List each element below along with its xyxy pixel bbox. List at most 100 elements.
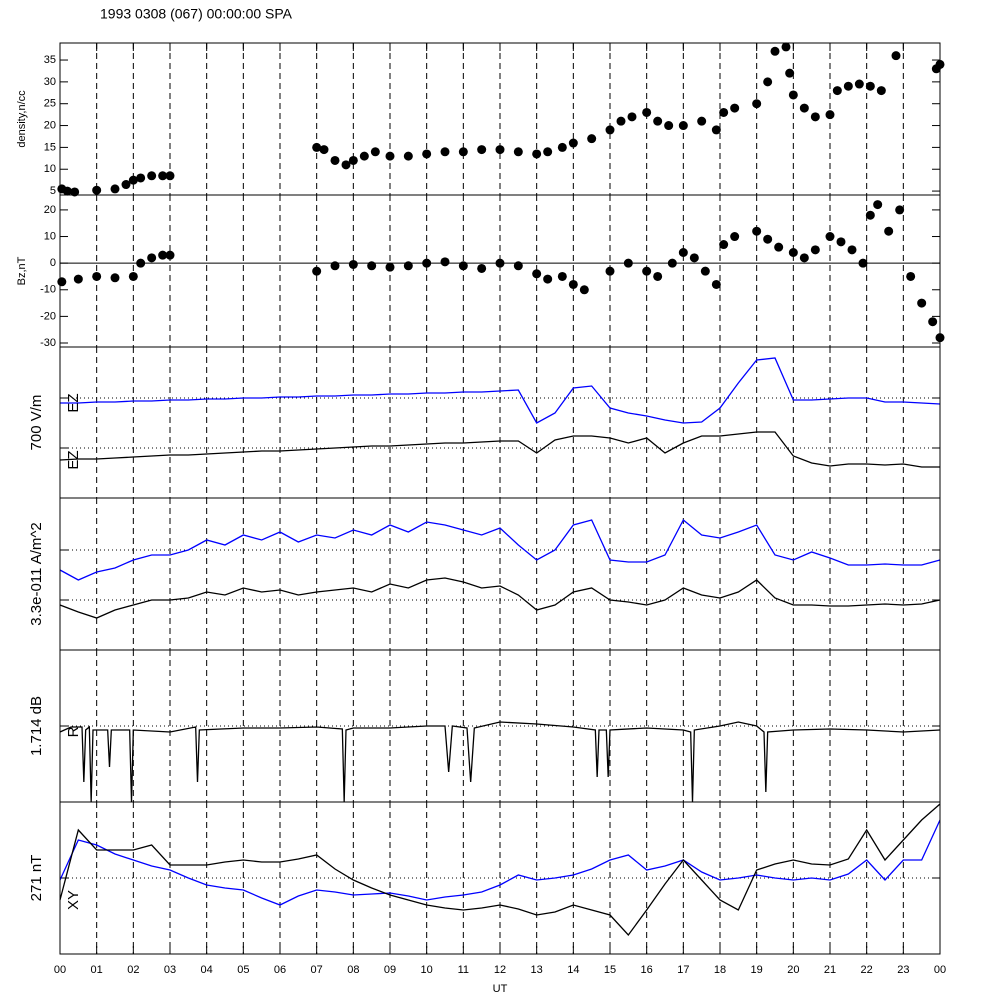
x-tick-label: 03 [164, 964, 176, 976]
data-point [876, 86, 886, 96]
data-point [605, 266, 615, 276]
data-line [59, 819, 941, 906]
series-label: R [65, 726, 82, 737]
data-point [854, 79, 864, 89]
data-line [60, 357, 941, 424]
data-line [59, 431, 940, 468]
data-point [543, 274, 553, 284]
data-point [348, 155, 358, 165]
data-point [367, 261, 377, 271]
data-point [312, 266, 322, 276]
data-point [440, 257, 450, 267]
data-point [799, 253, 809, 263]
x-tick-label: 19 [751, 964, 763, 976]
x-tick-label: 14 [567, 964, 579, 976]
data-point [730, 103, 740, 113]
y-tick-label: 30 [44, 76, 56, 88]
data-point [158, 171, 168, 181]
data-point [136, 258, 146, 268]
data-point [458, 261, 468, 271]
data-point [700, 266, 710, 276]
data-point [532, 269, 542, 279]
x-axis-label: UT [493, 983, 508, 995]
y-axis-label: 3.3e-011 A/m^2 [28, 522, 45, 626]
data-line [59, 803, 941, 937]
x-tick-label: 10 [421, 964, 433, 976]
y-axis-label: 700 V/m [28, 395, 45, 451]
data-point [128, 271, 138, 281]
data-point [513, 147, 523, 157]
y-tick-label: -20 [40, 310, 56, 322]
data-point [627, 112, 637, 122]
data-point [568, 138, 578, 148]
data-point [642, 107, 652, 117]
y-tick-label: 15 [44, 141, 56, 153]
data-point [458, 147, 468, 157]
data-point [477, 145, 487, 155]
data-point [370, 147, 380, 157]
x-tick-label: 04 [201, 964, 213, 976]
x-tick-label: 12 [494, 964, 506, 976]
data-point [422, 258, 432, 268]
data-point [752, 99, 762, 109]
data-point [136, 173, 146, 183]
data-point [359, 151, 369, 161]
y-tick-label: 25 [44, 98, 56, 110]
x-tick-label: 00 [934, 964, 946, 976]
data-point [774, 242, 784, 252]
data-point [810, 245, 820, 255]
x-tick-label: 00 [54, 964, 66, 976]
data-point [495, 145, 505, 155]
data-point [678, 121, 688, 131]
data-line [59, 518, 941, 581]
data-point [810, 112, 820, 122]
data-point [884, 226, 894, 236]
data-point [763, 77, 773, 87]
data-point [543, 147, 553, 157]
x-tick-label: 05 [237, 964, 249, 976]
data-point [587, 134, 597, 144]
data-point [385, 151, 395, 161]
data-point [678, 247, 688, 257]
y-tick-label: 10 [44, 163, 56, 175]
x-tick-label: 16 [641, 964, 653, 976]
data-point [403, 261, 413, 271]
data-point [312, 142, 322, 152]
data-point [330, 261, 340, 271]
data-point [165, 250, 175, 260]
data-point [440, 147, 450, 157]
x-tick-label: 23 [897, 964, 909, 976]
data-point [832, 86, 842, 96]
data-point [770, 46, 780, 56]
x-tick-label: 07 [311, 964, 323, 976]
data-point [847, 245, 857, 255]
data-point [719, 107, 729, 117]
series-label: XY [65, 890, 82, 910]
series-label: EZ [65, 450, 82, 469]
data-point [642, 266, 652, 276]
x-tick-label: 01 [91, 964, 103, 976]
x-tick-label: 13 [531, 964, 543, 976]
x-tick-label: 18 [714, 964, 726, 976]
data-point [785, 68, 795, 78]
y-tick-label: 0 [50, 257, 56, 269]
x-tick-label: 08 [347, 964, 359, 976]
data-point [110, 273, 120, 283]
y-axis-label: Bz,nT [16, 256, 28, 285]
y-tick-label: 10 [44, 230, 56, 242]
data-point [788, 90, 798, 100]
data-point [623, 258, 633, 268]
y-tick-label: 35 [44, 54, 56, 66]
data-point [917, 298, 927, 308]
y-tick-label: 5 [50, 185, 56, 197]
x-tick-label: 21 [824, 964, 836, 976]
data-point [730, 232, 740, 242]
y-tick-label: -30 [40, 337, 56, 349]
data-point [711, 125, 721, 135]
y-axis-label: 1.714 dB [28, 696, 45, 756]
x-tick-label: 20 [787, 964, 799, 976]
y-tick-label: -10 [40, 284, 56, 296]
data-point [513, 261, 523, 271]
data-point [843, 81, 853, 91]
x-tick-label: 11 [458, 964, 469, 976]
